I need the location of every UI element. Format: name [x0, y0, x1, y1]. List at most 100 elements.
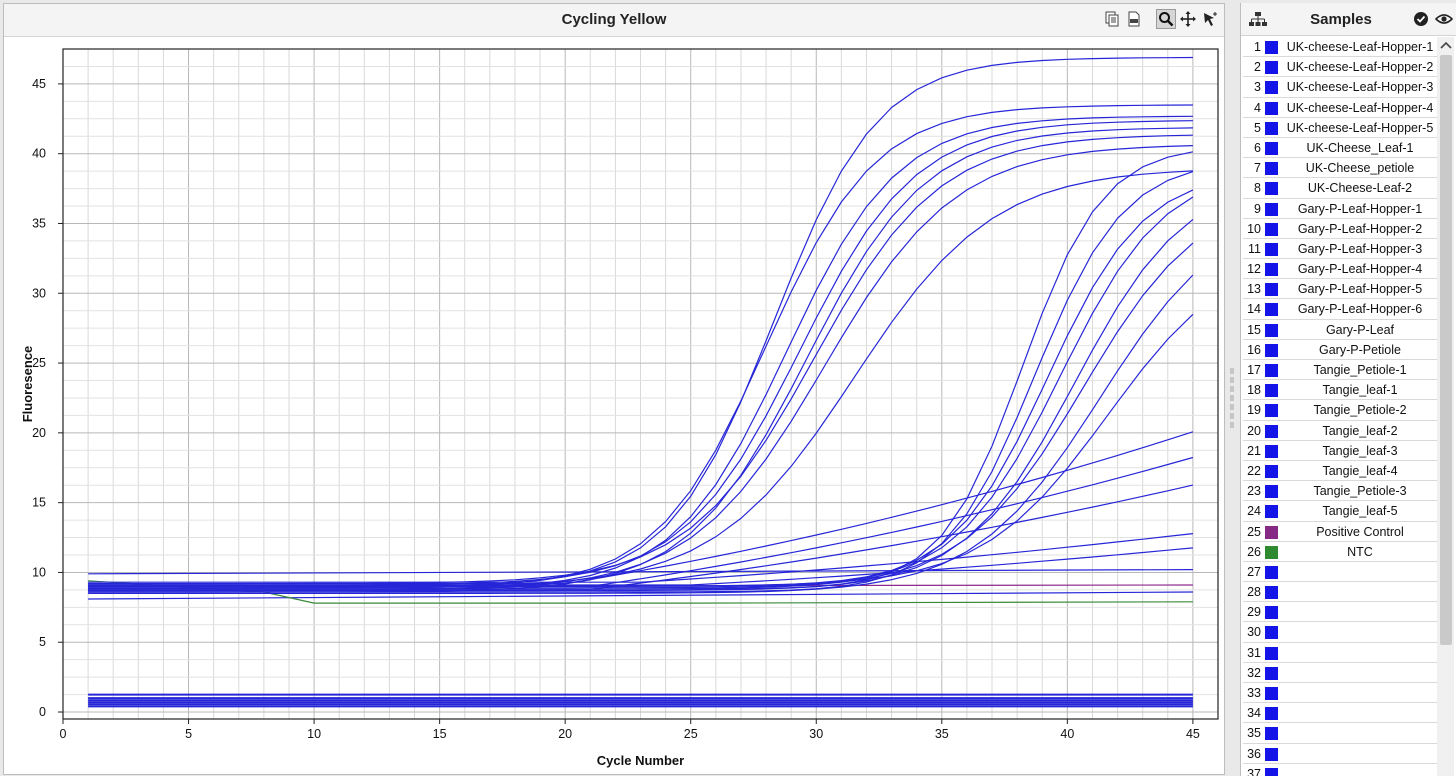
y-tick-label: 15	[32, 496, 46, 510]
panel-splitter[interactable]	[1229, 368, 1235, 428]
sample-color-swatch[interactable]	[1265, 283, 1278, 297]
sample-row[interactable]: 20 Tangie_leaf-2	[1243, 421, 1439, 441]
sample-color-swatch[interactable]	[1265, 323, 1278, 337]
sample-color-swatch[interactable]	[1265, 626, 1278, 640]
sample-color-swatch[interactable]	[1265, 41, 1278, 54]
sample-row[interactable]: 24 Tangie_leaf-5	[1243, 501, 1439, 522]
sample-number: 33	[1247, 686, 1261, 700]
sample-row[interactable]: 28	[1243, 582, 1439, 603]
sample-number: 25	[1247, 524, 1261, 539]
sample-color-swatch[interactable]	[1265, 364, 1278, 377]
sample-row[interactable]: 35	[1243, 723, 1439, 744]
sample-color-swatch[interactable]	[1265, 444, 1278, 458]
sample-row[interactable]: 7 UK-Cheese_petiole	[1243, 158, 1439, 179]
zoom-icon[interactable]	[1156, 9, 1176, 29]
sample-row[interactable]: 32	[1243, 663, 1439, 683]
sample-row[interactable]: 13 Gary-P-Leaf-Hopper-5	[1243, 279, 1439, 300]
sample-row[interactable]: 10 Gary-P-Leaf-Hopper-2	[1243, 219, 1439, 239]
sample-row[interactable]: 25 Positive Control	[1243, 522, 1439, 542]
sample-row[interactable]: 21 Tangie_leaf-3	[1243, 441, 1439, 461]
sample-row[interactable]: 33	[1243, 683, 1439, 704]
sample-color-swatch[interactable]	[1265, 464, 1278, 478]
sample-row[interactable]: 6 UK-Cheese_Leaf-1	[1243, 138, 1439, 159]
sample-row[interactable]: 34	[1243, 703, 1439, 724]
sample-color-swatch[interactable]	[1265, 424, 1278, 438]
sample-color-swatch[interactable]	[1265, 101, 1278, 115]
sample-color-swatch[interactable]	[1265, 707, 1278, 721]
pan-icon[interactable]	[1178, 9, 1198, 29]
copy-icon[interactable]	[1102, 9, 1122, 29]
sample-color-swatch[interactable]	[1265, 384, 1278, 398]
sample-list-scrollbar[interactable]	[1437, 37, 1454, 776]
sample-row[interactable]: 9 Gary-P-Leaf-Hopper-1	[1243, 199, 1439, 219]
sample-row[interactable]: 16 Gary-P-Petiole	[1243, 340, 1439, 360]
sample-color-swatch[interactable]	[1265, 121, 1278, 135]
sample-color-swatch[interactable]	[1265, 222, 1278, 236]
sample-row[interactable]: 17 Tangie_Petiole-1	[1243, 360, 1439, 381]
sample-color-swatch[interactable]	[1265, 485, 1278, 499]
sample-color-swatch[interactable]	[1265, 162, 1278, 176]
sample-color-swatch[interactable]	[1265, 525, 1278, 539]
sample-color-swatch[interactable]	[1265, 666, 1278, 680]
sample-row[interactable]: 31	[1243, 643, 1439, 663]
sample-row[interactable]: 1 UK-cheese-Leaf-Hopper-1	[1243, 37, 1439, 58]
csv-export-icon[interactable]	[1124, 9, 1144, 29]
select-pointer-icon[interactable]	[1200, 9, 1220, 29]
sample-number: 27	[1247, 564, 1261, 579]
sample-color-swatch[interactable]	[1265, 646, 1278, 660]
sample-color-swatch[interactable]	[1265, 263, 1278, 277]
scroll-thumb[interactable]	[1440, 55, 1452, 645]
sample-name: Gary-P-Leaf-Hopper-4	[1297, 262, 1423, 277]
sample-color-swatch[interactable]	[1265, 727, 1278, 741]
eye-icon[interactable]	[1434, 12, 1454, 31]
sample-row[interactable]: 29	[1243, 602, 1439, 623]
scroll-up-icon[interactable]	[1440, 40, 1452, 50]
y-tick-label: 45	[32, 77, 46, 91]
sample-row[interactable]: 11 Gary-P-Leaf-Hopper-3	[1243, 239, 1439, 260]
sample-color-swatch[interactable]	[1265, 141, 1278, 155]
sample-color-swatch[interactable]	[1265, 505, 1278, 519]
sample-row[interactable]: 26 NTC	[1243, 542, 1439, 562]
sample-row[interactable]: 30	[1243, 622, 1439, 643]
sample-row[interactable]: 2 UK-cheese-Leaf-Hopper-2	[1243, 57, 1439, 78]
sample-color-swatch[interactable]	[1265, 81, 1278, 95]
sample-color-swatch[interactable]	[1265, 303, 1278, 317]
sample-color-swatch[interactable]	[1265, 202, 1278, 216]
sample-number: 6	[1254, 140, 1261, 155]
sample-row[interactable]: 27	[1243, 562, 1439, 583]
sample-number: 2	[1254, 60, 1261, 75]
check-all-icon[interactable]	[1413, 11, 1429, 32]
sample-row[interactable]: 12 Gary-P-Leaf-Hopper-4	[1243, 259, 1439, 280]
sample-row[interactable]: 14 Gary-P-Leaf-Hopper-6	[1243, 299, 1439, 320]
sample-row[interactable]: 23 Tangie_Petiole-3	[1243, 481, 1439, 502]
sample-name: NTC	[1347, 544, 1373, 559]
sample-row[interactable]: 37	[1243, 764, 1439, 776]
sample-row[interactable]: 15 Gary-P-Leaf	[1243, 320, 1439, 340]
sample-color-swatch[interactable]	[1265, 606, 1278, 620]
sample-number: 31	[1247, 645, 1261, 660]
sample-row[interactable]: 5 UK-cheese-Leaf-Hopper-5	[1243, 118, 1439, 138]
sample-row[interactable]: 8 UK-Cheese-Leaf-2	[1243, 178, 1439, 199]
sample-row[interactable]: 36	[1243, 744, 1439, 764]
sample-row[interactable]: 18 Tangie_leaf-1	[1243, 380, 1439, 401]
sample-color-swatch[interactable]	[1265, 343, 1278, 357]
sample-color-swatch[interactable]	[1265, 404, 1278, 418]
sample-name: UK-cheese-Leaf-Hopper-1	[1286, 40, 1434, 54]
sample-color-swatch[interactable]	[1265, 586, 1278, 600]
sample-row[interactable]: 4 UK-cheese-Leaf-Hopper-4	[1243, 98, 1439, 118]
sample-color-swatch[interactable]	[1265, 747, 1278, 761]
sample-row[interactable]: 19 Tangie_Petiole-2	[1243, 400, 1439, 421]
sample-row[interactable]: 3 UK-cheese-Leaf-Hopper-3	[1243, 77, 1439, 98]
sample-name: Gary-P-Leaf-Hopper-5	[1297, 282, 1423, 297]
sample-color-swatch[interactable]	[1265, 687, 1278, 700]
sample-color-swatch[interactable]	[1265, 565, 1278, 579]
sample-color-swatch[interactable]	[1265, 242, 1278, 256]
sample-color-swatch[interactable]	[1265, 545, 1278, 559]
sample-tree-icon[interactable]	[1249, 11, 1267, 32]
x-tick-label: 0	[60, 727, 67, 741]
sample-color-swatch[interactable]	[1265, 61, 1278, 75]
sample-color-swatch[interactable]	[1265, 767, 1278, 776]
sample-number: 8	[1254, 181, 1261, 196]
sample-row[interactable]: 22 Tangie_leaf-4	[1243, 461, 1439, 482]
sample-color-swatch[interactable]	[1265, 182, 1278, 196]
